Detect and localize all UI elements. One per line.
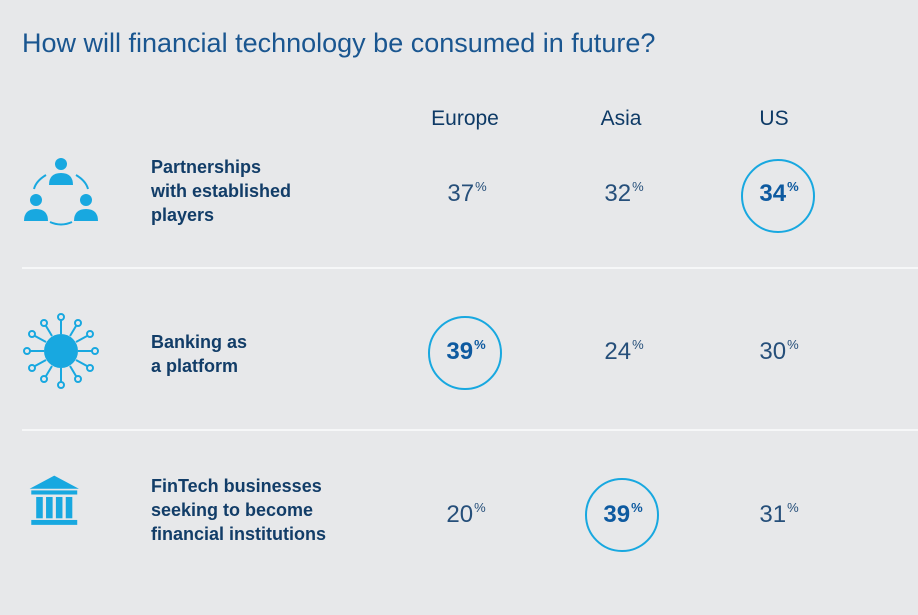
percent-sign: %: [787, 337, 799, 352]
value-cell: 39%: [573, 500, 673, 529]
row-divider: [22, 267, 918, 269]
percent-sign: %: [632, 337, 644, 352]
value-cell: 31%: [729, 500, 829, 529]
percent-sign: %: [787, 179, 799, 194]
highlight-circle: [585, 478, 659, 552]
row-divider: [22, 429, 918, 431]
percent-sign: %: [475, 179, 487, 194]
value-number: 24: [604, 338, 632, 365]
value-number: 20: [446, 501, 474, 528]
column-header-europe: Europe: [431, 107, 499, 130]
highlight-circle: [741, 159, 815, 233]
table-row: FinTech businesses seeking to become fin…: [0, 474, 918, 594]
row-label: Banking as a platform: [151, 332, 248, 376]
percent-sign: %: [631, 500, 643, 515]
row-label: FinTech businesses seeking to become fin…: [151, 476, 327, 544]
value-cell: 24%: [574, 337, 674, 366]
value-cell: 34%: [729, 179, 829, 208]
value-cell: 37%: [417, 179, 517, 208]
value-number: 30: [759, 338, 787, 365]
value-number: 31: [759, 501, 787, 528]
value-number: 32: [604, 180, 632, 207]
value-number: 34: [759, 180, 787, 207]
value-number: 39: [603, 501, 631, 528]
row-label: Partnerships with established players: [151, 157, 292, 225]
chart-title: How will financial technology be consume…: [22, 28, 656, 58]
value-cell: 32%: [574, 179, 674, 208]
percent-sign: %: [474, 500, 486, 515]
highlight-circle: [428, 316, 502, 390]
value-number: 39: [446, 338, 474, 365]
circuit-hub-icon: [23, 313, 99, 389]
table-row: Partnerships with established players 37…: [0, 155, 918, 275]
percent-sign: %: [787, 500, 799, 515]
column-header-asia: Asia: [600, 107, 642, 130]
bank-building-icon: [29, 475, 79, 525]
value-cell: 39%: [416, 337, 516, 366]
percent-sign: %: [474, 337, 486, 352]
people-network-icon: [24, 158, 98, 226]
table-row: Banking as a platform 39% 24% 30%: [0, 312, 918, 432]
value-cell: 20%: [416, 500, 516, 529]
column-header-us: US: [759, 107, 789, 130]
percent-sign: %: [632, 179, 644, 194]
value-cell: 30%: [729, 337, 829, 366]
value-number: 37: [447, 180, 475, 207]
